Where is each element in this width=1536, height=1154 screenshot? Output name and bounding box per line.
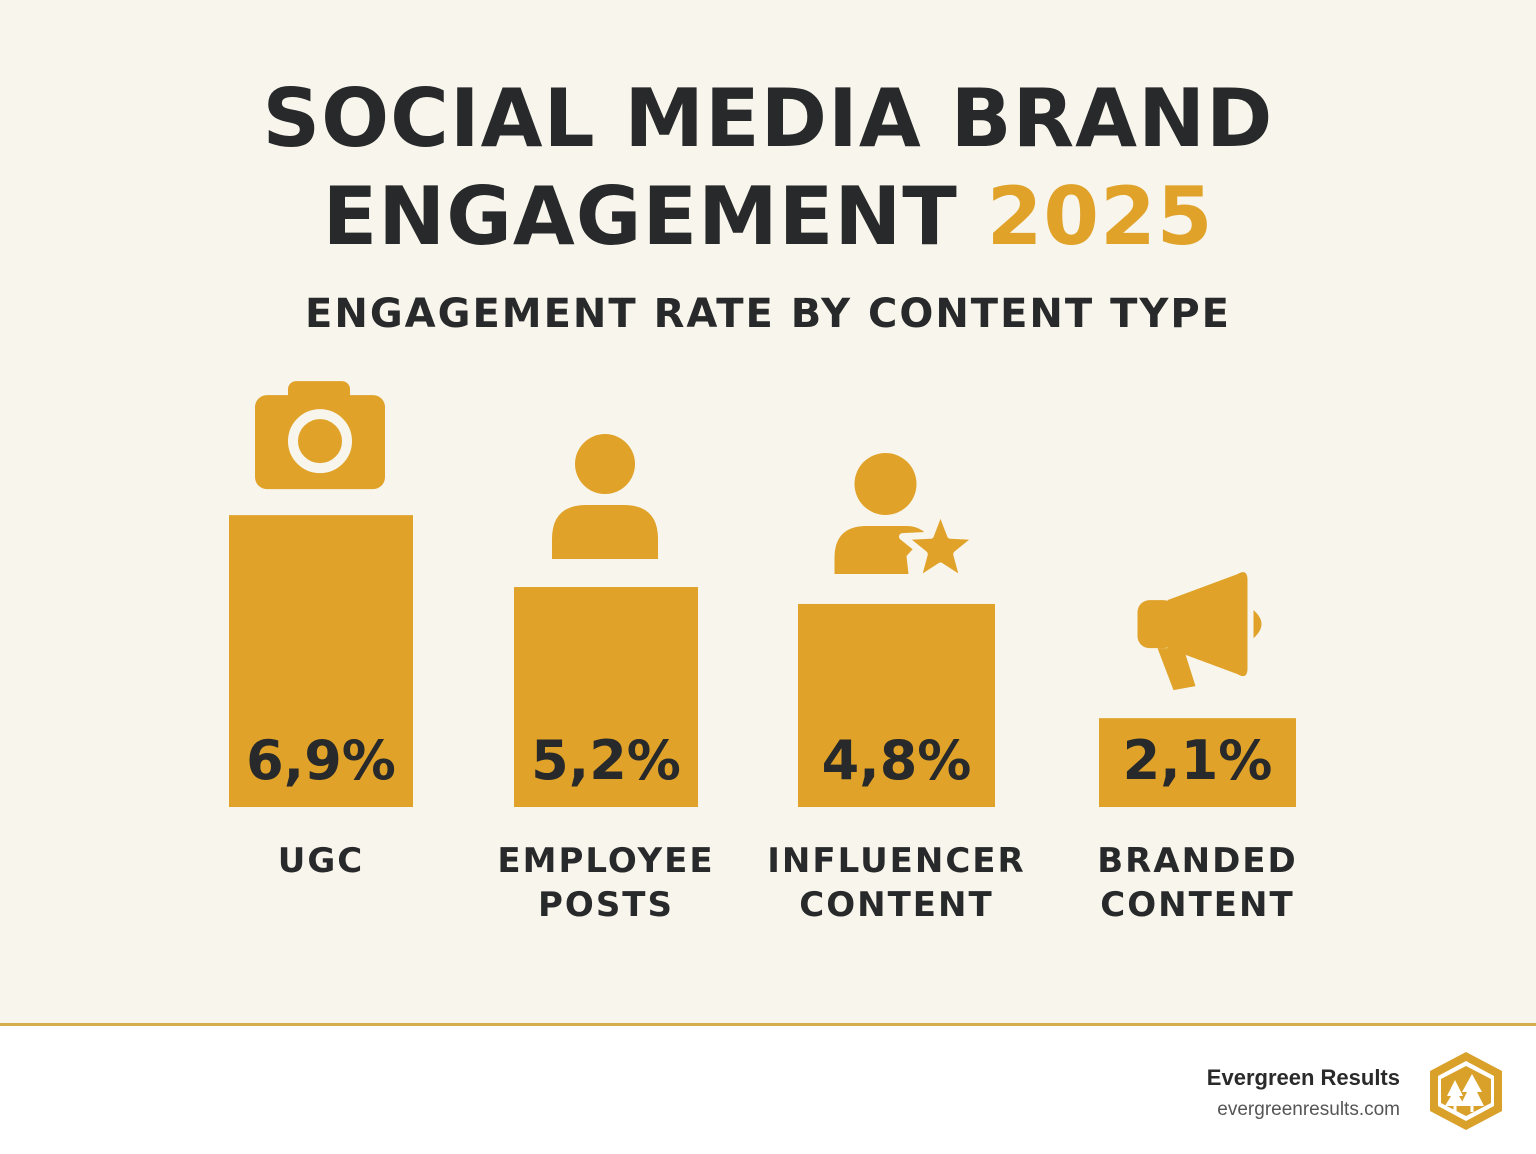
title-line-1: SOCIAL MEDIA BRAND [262,72,1274,165]
bar [798,603,995,807]
bar-group: 6,9% UGC [229,381,413,881]
person-star-icon [834,452,982,585]
brand-url: evergreenresults.com [1217,1099,1400,1120]
chart-subtitle: ENGAGEMENT RATE BY CONTENT TYPE [305,291,1231,337]
bar [229,515,413,807]
bar [1099,718,1296,807]
title-line-2: ENGAGEMENT 2025 [0,168,1536,266]
category-label: POSTS [538,885,674,925]
category-label: CONTENT [1100,885,1294,925]
brand-block: Evergreen Results evergreenresults.com [1207,1064,1400,1124]
evergreen-logo-icon [1430,1052,1502,1130]
bar [514,587,698,807]
megaphone-icon [1137,572,1262,691]
footer-divider [0,1023,1536,1026]
category-label: BRANDED [1097,841,1298,881]
brand-name: Evergreen Results [1206,1065,1400,1090]
camera-icon [255,381,385,490]
category-label: EMPLOYEE [497,841,714,881]
person-icon [552,434,658,560]
bar-chart: 6,9%UGC5,2%EMPLOYEEPOSTS4,8%INFLUENCERCO… [229,381,1298,925]
footer: Evergreen Results evergreenresults.com [0,1026,1536,1154]
value-label: 5,2% [531,729,681,792]
value-label: 2,1% [1123,729,1273,792]
category-label: INFLUENCER [767,841,1025,881]
category-label: CONTENT [799,885,993,925]
title-year: 2025 [986,170,1214,263]
value-label: 4,8% [822,729,972,792]
title-main: ENGAGEMENT [322,170,958,263]
value-label: 6,9% [246,729,396,792]
chart-title: SOCIAL MEDIA BRAND ENGAGEMENT 2025 [0,70,1536,266]
category-label: UGC [278,841,364,881]
